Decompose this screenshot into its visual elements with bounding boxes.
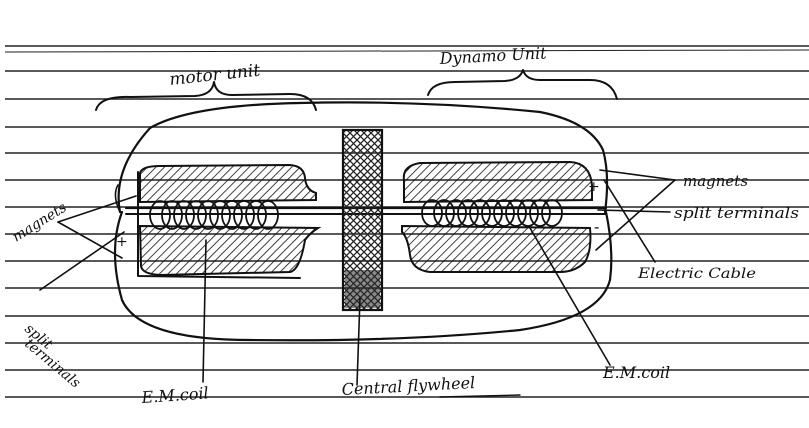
coil-loop (257, 200, 279, 230)
coil-loop (457, 199, 479, 227)
coil-loop (149, 200, 171, 230)
leader-split-terminals-left (39, 231, 125, 291)
leader-magnets-right-lower (595, 179, 676, 251)
label-plus-right: + (588, 179, 600, 195)
dynamo-magnet-upper (402, 160, 593, 204)
coil-loop (185, 200, 207, 230)
label-split-terminals-right: split terminals (674, 204, 799, 222)
dynamo-em-coil (421, 199, 563, 227)
dynamo-unit-brace (427, 69, 618, 100)
leader-central-flywheel (356, 297, 361, 386)
coil-loop (469, 199, 491, 227)
motor-em-coil (149, 200, 279, 230)
label-electric-cable: Electric Cable (637, 266, 756, 282)
label-minus-right: - (594, 217, 599, 236)
motor-unit-brace (95, 81, 317, 111)
coil-loop (481, 199, 503, 227)
coil-loop (493, 199, 515, 227)
leader-magnets-left-lower (57, 221, 123, 259)
outer-casing-top (117, 101, 609, 214)
leader-electric-cable (603, 179, 656, 263)
label-em-coil-right: E.M.coil (602, 363, 670, 382)
leader-lines (39, 169, 676, 386)
coil-loop (161, 200, 183, 230)
leader-split-terminals-right (597, 209, 671, 213)
coil-loop (529, 199, 551, 227)
flywheel-label-underline (439, 394, 521, 398)
coil-loop (517, 199, 539, 227)
motor-frame (137, 171, 301, 279)
motor-magnet-lower (138, 224, 322, 277)
label-central-flywheel: Central flywheel (341, 373, 475, 399)
leader-em-coil-left (202, 239, 207, 383)
coil-loop (505, 199, 527, 227)
label-split-left-2: terminals (21, 336, 83, 392)
outer-casing-bottom (113, 210, 613, 342)
coil-loop (233, 200, 255, 230)
ruled-lines (4, 45, 809, 398)
label-plus-left: + (116, 234, 128, 250)
motor-magnet-upper (139, 163, 317, 204)
coil-loop (209, 200, 231, 230)
dynamo-magnet-lower (401, 224, 592, 273)
ruled-line (4, 49, 809, 53)
coil-loop (221, 200, 243, 230)
central-flywheel-shade (345, 270, 380, 308)
leader-magnets-left-upper (57, 195, 137, 223)
leader-em-coil-right (529, 227, 611, 366)
coil-loop (197, 200, 219, 230)
label-magnets-right: magnets (683, 172, 748, 190)
outer-casing-seam (114, 184, 121, 213)
coil-loop (173, 200, 195, 230)
coil-loop (541, 199, 563, 227)
label-dynamo-unit: Dynamo Unit (438, 43, 547, 68)
coil-loop (433, 199, 455, 227)
leader-magnets-right-upper (599, 169, 676, 181)
coil-loop (245, 200, 267, 230)
coil-loop (445, 199, 467, 227)
coil-loop (421, 199, 443, 227)
label-em-coil-left: E.M.coil (140, 383, 209, 407)
